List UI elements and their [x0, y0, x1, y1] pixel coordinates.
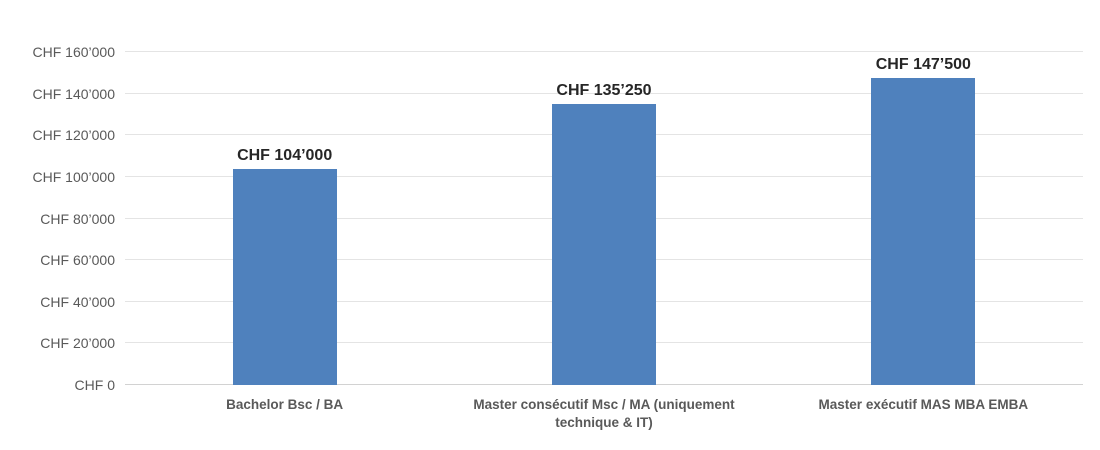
- bar: [552, 103, 656, 385]
- bar: [232, 168, 337, 385]
- x-axis-category-label: Master exécutif MAS MBA EMBA: [764, 396, 1083, 414]
- y-axis-tick-label: CHF 100’000: [32, 168, 116, 185]
- x-axis-category-text: Bachelor Bsc / BA: [226, 397, 344, 412]
- y-axis-tick-label: CHF 0: [74, 377, 115, 393]
- y-axis-tick-label: CHF 40’000: [40, 293, 115, 310]
- bar-value-label: CHF 104’000: [237, 146, 333, 164]
- x-axis-category-label: Bachelor Bsc / BA: [125, 396, 444, 414]
- gridline: [125, 51, 1083, 52]
- plot-area: CHF 104’000 CHF 135’250 CHF 147’500: [125, 51, 1083, 385]
- y-axis-tick-label: CHF 160’000: [32, 44, 116, 60]
- y-axis-tick-label: CHF 120’000: [32, 127, 116, 144]
- bar-value-label: CHF 147’500: [875, 56, 971, 74]
- bar-value-label: CHF 135’250: [556, 81, 652, 99]
- y-axis-tick-label: CHF 80’000: [40, 210, 115, 227]
- y-axis-tick-label: CHF 140’000: [32, 85, 116, 102]
- x-axis-category-text: Master consécutif Msc / MA (uniquement t…: [473, 397, 735, 431]
- y-axis-tick-label: CHF 20’000: [40, 335, 115, 352]
- x-axis-category-text: Master exécutif MAS MBA EMBA: [818, 397, 1029, 412]
- y-axis: CHF 0 CHF 20’000 CHF 40’000 CHF 60’000 CHF 8…: [0, 44, 116, 393]
- bar: [871, 78, 976, 385]
- x-axis-categories: Bachelor Bsc / BA Master consécutif Msc /…: [125, 396, 1083, 442]
- x-axis-category-label: Master consécutif Msc / MA (uniquement t…: [444, 396, 763, 432]
- gridline: [125, 92, 1083, 94]
- y-axis-tick-label: CHF 60’000: [40, 252, 115, 269]
